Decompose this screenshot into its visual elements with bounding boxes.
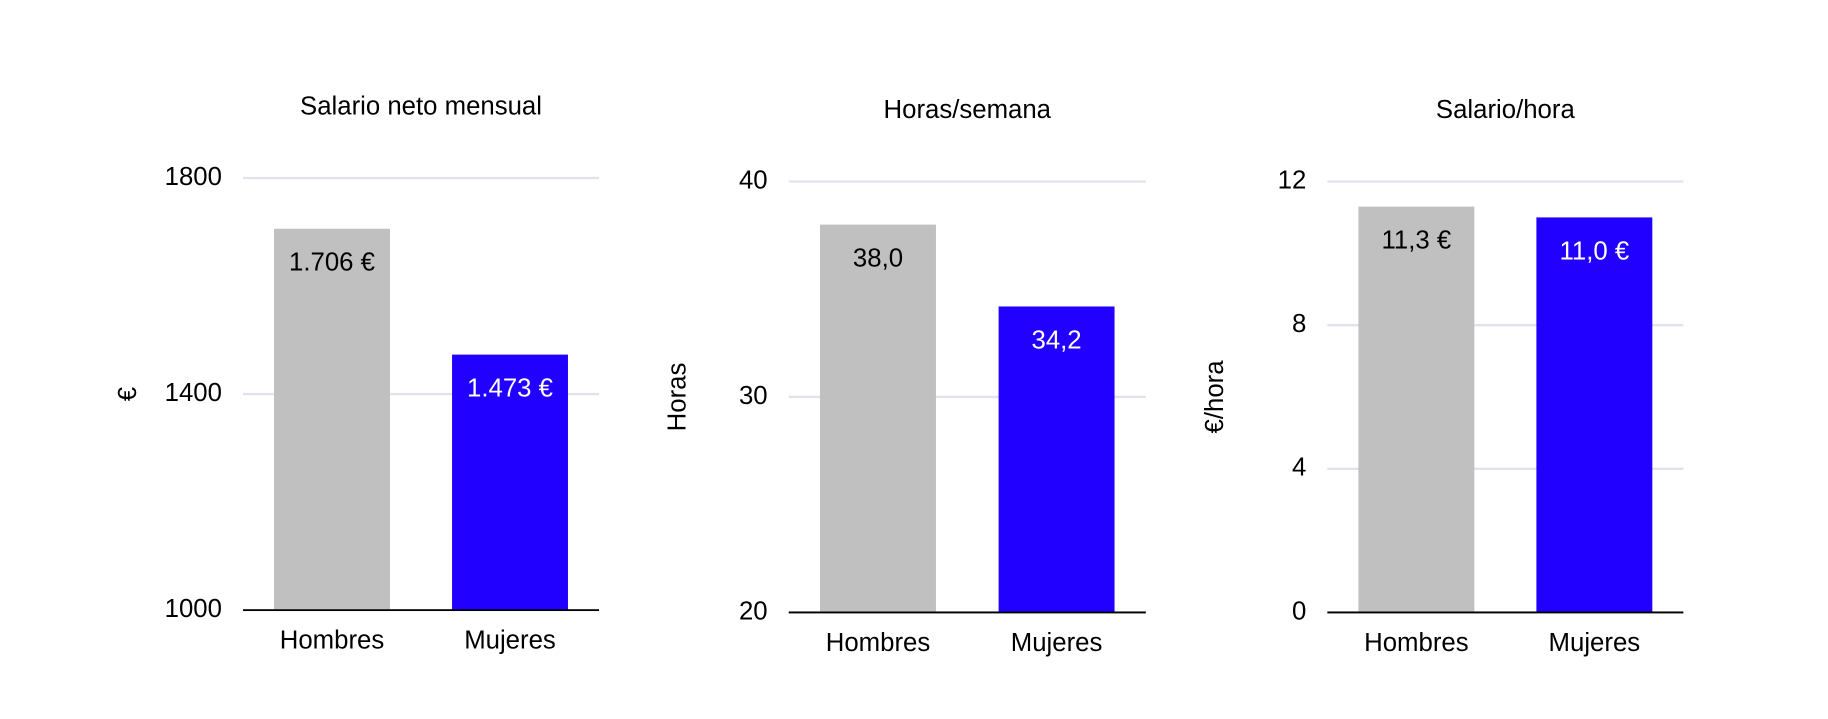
- y-tick-label: 1400: [165, 379, 222, 407]
- x-tick-label: Hombres: [1364, 629, 1468, 657]
- bar: [452, 354, 568, 611]
- value-label: 1.706 €: [289, 249, 375, 277]
- x-tick-label: Hombres: [826, 629, 930, 657]
- chart-title: Horas/semana: [884, 96, 1052, 124]
- chart-title: Salario neto mensual: [300, 93, 542, 121]
- value-label: 11,3 €: [1382, 227, 1452, 255]
- bar: [820, 224, 936, 613]
- y-axis-label: Horas: [663, 363, 691, 432]
- y-tick-label: 30: [739, 382, 768, 410]
- value-label: 34,2: [1032, 326, 1082, 354]
- bar: [1536, 217, 1653, 613]
- y-axis-label: €/hora: [1201, 360, 1229, 434]
- x-tick-label: Mujeres: [1011, 629, 1103, 657]
- y-axis-label: €: [114, 387, 142, 401]
- chart-title: Salario/hora: [1436, 96, 1576, 124]
- y-tick-label: 8: [1292, 310, 1306, 338]
- x-tick-label: Hombres: [280, 627, 384, 655]
- x-tick-label: Mujeres: [464, 627, 556, 655]
- y-tick-label: 20: [739, 597, 768, 625]
- y-tick-label: 1800: [165, 163, 222, 191]
- y-tick-label: 12: [1278, 166, 1307, 194]
- y-tick-label: 0: [1292, 597, 1306, 625]
- x-tick-label: Mujeres: [1549, 629, 1641, 657]
- bar: [998, 306, 1115, 613]
- value-label: 38,0: [853, 245, 903, 273]
- value-label: 1.473 €: [467, 375, 553, 403]
- bar: [274, 228, 390, 611]
- y-tick-label: 1000: [165, 595, 222, 623]
- y-tick-label: 40: [739, 166, 768, 194]
- value-label: 11,0 €: [1560, 237, 1630, 265]
- bar: [1358, 206, 1475, 613]
- y-tick-label: 4: [1292, 454, 1306, 482]
